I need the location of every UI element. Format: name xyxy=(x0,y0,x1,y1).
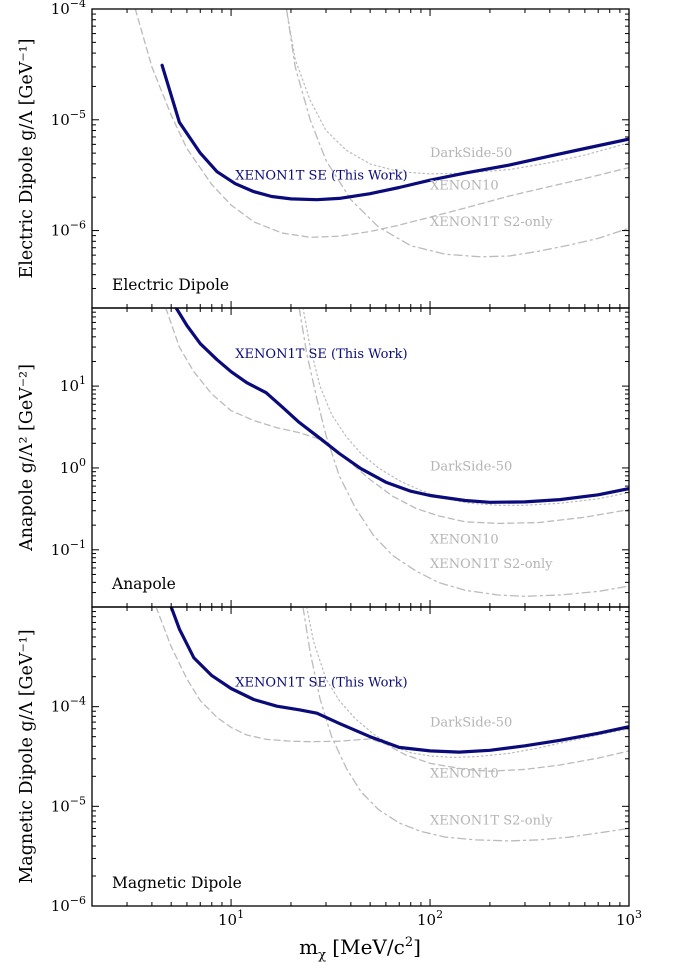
series-label: XENON1T S2-only xyxy=(430,813,553,828)
y-tick-label: 10−4 xyxy=(51,0,86,18)
series-label: XENON1T SE (This Work) xyxy=(235,675,407,690)
series-line-xenon1t-s2-only xyxy=(285,9,629,258)
y-tick-label: 10−5 xyxy=(51,108,86,129)
series-line-xenon10 xyxy=(155,607,629,772)
series-label: DarkSide-50 xyxy=(430,716,512,731)
y-tick-label: 10−5 xyxy=(51,794,86,815)
series-label: XENON10 xyxy=(430,766,499,781)
series-line-xenon10 xyxy=(165,308,629,525)
series-label: XENON10 xyxy=(430,179,499,194)
series-line-darkside-50 xyxy=(285,9,629,175)
series-label: XENON10 xyxy=(430,532,499,547)
series-line-xenon1t-se-this-work xyxy=(169,607,629,754)
panel-3: XENON1T SE (This Work) DarkSide-50 XENON10… xyxy=(17,606,642,929)
series-label: XENON1T SE (This Work) xyxy=(235,347,407,362)
series-label: XENON1T S2-only xyxy=(430,557,553,572)
panel-label: Anapole xyxy=(111,575,176,593)
panel-label: Electric Dipole xyxy=(112,276,229,294)
series-label: DarkSide-50 xyxy=(430,460,512,475)
series-line-xenon1t-se-this-work xyxy=(174,308,629,504)
axes-frame xyxy=(91,8,630,309)
y-tick-label: 101 xyxy=(60,374,86,395)
y-axis-label: Anapole g/Λ² [GeV⁻²] xyxy=(17,364,37,552)
y-axis-label: Electric Dipole g/Λ [GeV⁻¹] xyxy=(17,39,37,279)
series-line-xenon1t-s2-only xyxy=(298,308,629,597)
series-label: XENON1T SE (This Work) xyxy=(235,168,407,183)
series-label: XENON1T S2-only xyxy=(430,215,553,230)
series-line-darkside-50 xyxy=(306,607,629,758)
y-axis-label: Magnetic Dipole g/Λ [GeV⁻¹] xyxy=(17,629,37,883)
y-tick-label: 10−4 xyxy=(51,695,86,716)
y-tick-label: 10−1 xyxy=(51,538,86,559)
y-tick-label: 10−6 xyxy=(51,219,86,240)
series-line-xenon10 xyxy=(134,9,629,238)
axes-frame xyxy=(91,606,630,907)
y-tick-label: 10−6 xyxy=(51,894,86,915)
panel-1: XENON1T SE (This Work) DarkSide-50 XENON10… xyxy=(17,0,630,309)
series-line-darkside-50 xyxy=(302,308,629,506)
x-tick-label: 101 xyxy=(218,908,244,929)
x-axis-label: mχ [MeV/c2] xyxy=(299,935,421,963)
x-tick-label: 103 xyxy=(616,908,642,929)
panel-label: Magnetic Dipole xyxy=(112,874,242,892)
y-tick-label: 100 xyxy=(60,456,86,477)
series-line-xenon1t-se-this-work xyxy=(160,63,629,202)
panel-2: XENON1T SE (This Work) DarkSide-50 XENON10… xyxy=(17,307,630,608)
x-tick-label: 102 xyxy=(417,908,443,929)
series-label: DarkSide-50 xyxy=(430,146,512,161)
